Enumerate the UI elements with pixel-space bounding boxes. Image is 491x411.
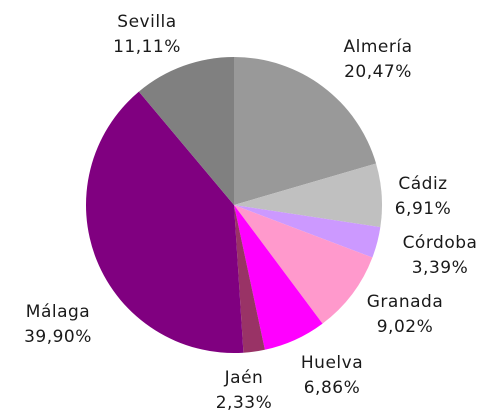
slice-label: Cádiz [398, 174, 447, 194]
pie-slice [234, 163, 382, 228]
slice-value-label: 2,33% [216, 393, 273, 411]
slice-value-label: 11,11% [113, 37, 181, 57]
pie-slice [234, 205, 265, 353]
slice-value-label: 20,47% [344, 62, 412, 82]
slice-label: Málaga [26, 302, 90, 322]
slice-label: Sevilla [117, 12, 176, 32]
slice-label: Córdoba [403, 233, 478, 253]
pie-slice [85, 91, 244, 353]
slice-label: Huelva [301, 353, 363, 373]
slice-value-label: 6,91% [395, 199, 452, 219]
pie-slice [138, 57, 234, 205]
slice-value-label: 3,39% [412, 258, 469, 278]
pie-slice [234, 57, 377, 205]
pie-slice [234, 205, 323, 350]
slice-value-label: 39,90% [24, 327, 92, 347]
slice-value-label: 9,02% [377, 317, 434, 337]
slice-label: Almería [343, 37, 412, 57]
slice-label: Granada [367, 292, 443, 312]
slice-label: Jaén [224, 368, 264, 388]
pie-slice [234, 205, 373, 324]
pie-slice [234, 205, 381, 258]
slice-value-label: 6,86% [304, 378, 361, 398]
